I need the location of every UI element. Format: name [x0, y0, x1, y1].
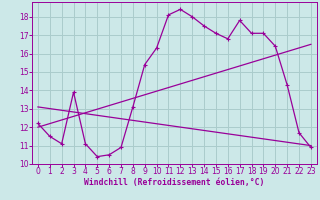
X-axis label: Windchill (Refroidissement éolien,°C): Windchill (Refroidissement éolien,°C)	[84, 178, 265, 187]
